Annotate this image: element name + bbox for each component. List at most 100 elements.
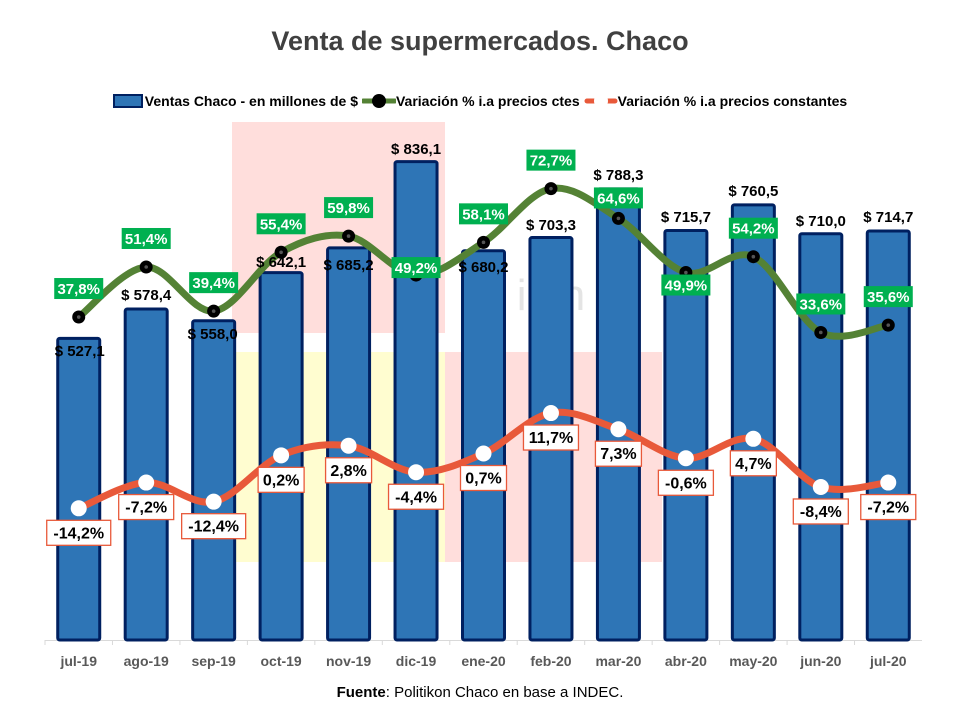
red-value-label: -7,2% — [867, 500, 909, 517]
line-marker — [677, 450, 694, 467]
red-value-label: -12,4% — [188, 519, 239, 536]
line-marker-swatch-icon — [584, 94, 618, 108]
x-tick-label: oct-19 — [260, 653, 301, 669]
bar-value-label: $ 836,1 — [391, 141, 441, 158]
red-value-label: 0,7% — [465, 470, 501, 487]
red-label-box — [792, 498, 849, 525]
x-tick-label: jul-19 — [59, 653, 97, 669]
x-tick-label: mar-20 — [595, 653, 641, 669]
line-marker — [880, 474, 897, 491]
red-label-box — [46, 519, 112, 546]
x-tick-label: ago-19 — [124, 653, 169, 669]
bar — [595, 187, 641, 642]
red-value-label: 11,7% — [529, 430, 573, 447]
line-marker-center — [886, 323, 891, 327]
line-marker — [70, 500, 87, 517]
bar — [461, 249, 506, 642]
green-label-box — [661, 274, 711, 296]
green-value-label: 49,9% — [665, 278, 708, 295]
bar-value-label: $ 788,3 — [593, 167, 643, 184]
x-tick-label: feb-20 — [530, 653, 571, 669]
green-label-box — [121, 227, 171, 249]
green-value-label: 54,2% — [732, 221, 775, 238]
line-marker-center — [684, 270, 688, 275]
line-marker — [138, 474, 155, 491]
source-text: : Politikon Chaco en base a INDEC. — [385, 684, 624, 701]
red-label-box — [657, 469, 715, 496]
line-marker-swatch-icon — [361, 94, 396, 108]
green-label-box — [863, 286, 913, 308]
green-label-box — [189, 272, 239, 294]
red-label-box — [118, 493, 175, 521]
bar — [663, 228, 709, 642]
red-value-label: 7,3% — [600, 446, 636, 463]
bar-value-label: $ 714,7 — [863, 209, 913, 226]
red-label-box — [387, 483, 445, 510]
green-label-box — [593, 187, 643, 209]
green-label-box — [324, 197, 374, 219]
x-tick-label: may-20 — [729, 653, 777, 669]
green-label-box — [526, 149, 576, 171]
bar-value-label: $ 578,4 — [121, 287, 172, 304]
x-tick-label: jun-20 — [799, 653, 841, 669]
red-label-box — [729, 450, 777, 477]
green-value-label: 72,7% — [530, 153, 573, 170]
bar-value-label: $ 703,3 — [526, 217, 576, 234]
bar-value-label: $ 685,2 — [324, 257, 374, 274]
line-marker-center — [211, 309, 216, 313]
bar-value-label: $ 710,0 — [796, 213, 846, 230]
red-label-box — [522, 424, 580, 451]
line-marker-center — [549, 186, 553, 191]
x-tick-label: ene-20 — [461, 653, 506, 669]
line-marker-center — [616, 216, 621, 221]
line-marker — [812, 478, 829, 495]
line-marker — [273, 447, 290, 464]
bar — [393, 160, 439, 642]
green-label-box — [256, 213, 306, 235]
bar-value-label: $ 527,1 — [55, 343, 105, 360]
x-tick-label: abr-20 — [665, 653, 707, 669]
x-tick-label: sep-19 — [191, 653, 236, 669]
line-marker-center — [279, 250, 283, 255]
x-tick-label: nov-19 — [326, 653, 371, 669]
bar-value-label: $ 680,2 — [458, 259, 508, 276]
bar-value-label: $ 715,7 — [661, 209, 711, 226]
green-value-label: 49,2% — [395, 260, 438, 277]
green-value-label: 59,8% — [327, 200, 370, 217]
bar — [123, 307, 169, 642]
red-label-box — [860, 493, 917, 521]
red-value-label: 0,2% — [263, 472, 299, 489]
green-label-box — [796, 293, 846, 315]
legend-item-ctes: Variación % i.a precios ctes — [361, 93, 580, 109]
green-value-label: 64,6% — [597, 190, 640, 207]
line-marker-center — [346, 234, 351, 238]
green-label-box — [728, 217, 778, 239]
line-marker-center — [144, 265, 148, 269]
green-label-box — [54, 278, 104, 300]
green-label-box — [459, 203, 508, 225]
red-value-label: -0,6% — [665, 475, 707, 492]
line-marker-center — [819, 330, 823, 335]
x-tick-label: dic-19 — [396, 653, 437, 669]
red-value-label: 4,7% — [735, 456, 771, 473]
bar — [191, 319, 237, 642]
green-label-box — [391, 257, 441, 279]
line-marker-center — [751, 254, 756, 259]
legend-item-constantes: Variación % i.a precios constantes — [584, 93, 848, 109]
line-marker — [340, 437, 357, 454]
red-label-box — [594, 440, 643, 467]
bar-value-label: $ 642,1 — [256, 254, 306, 271]
green-value-label: 37,8% — [57, 281, 100, 298]
red-value-label: -7,2% — [125, 500, 167, 517]
bar-value-label: $ 558,0 — [188, 326, 238, 343]
legend-label: Variación % i.a precios constantes — [617, 93, 848, 109]
bar — [730, 203, 776, 642]
bar-swatch-icon — [112, 94, 143, 108]
line-marker-center — [481, 240, 486, 245]
green-value-label: 33,6% — [800, 296, 843, 313]
red-value-label: -4,4% — [395, 489, 437, 506]
bar — [865, 229, 911, 642]
x-tick-label: jul-20 — [869, 653, 907, 669]
green-value-label: 58,1% — [462, 206, 505, 223]
